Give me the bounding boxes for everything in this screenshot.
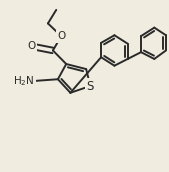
Text: O: O <box>57 31 65 41</box>
Text: O: O <box>27 41 35 51</box>
Text: H$_2$N: H$_2$N <box>13 74 35 88</box>
Text: S: S <box>87 79 94 93</box>
